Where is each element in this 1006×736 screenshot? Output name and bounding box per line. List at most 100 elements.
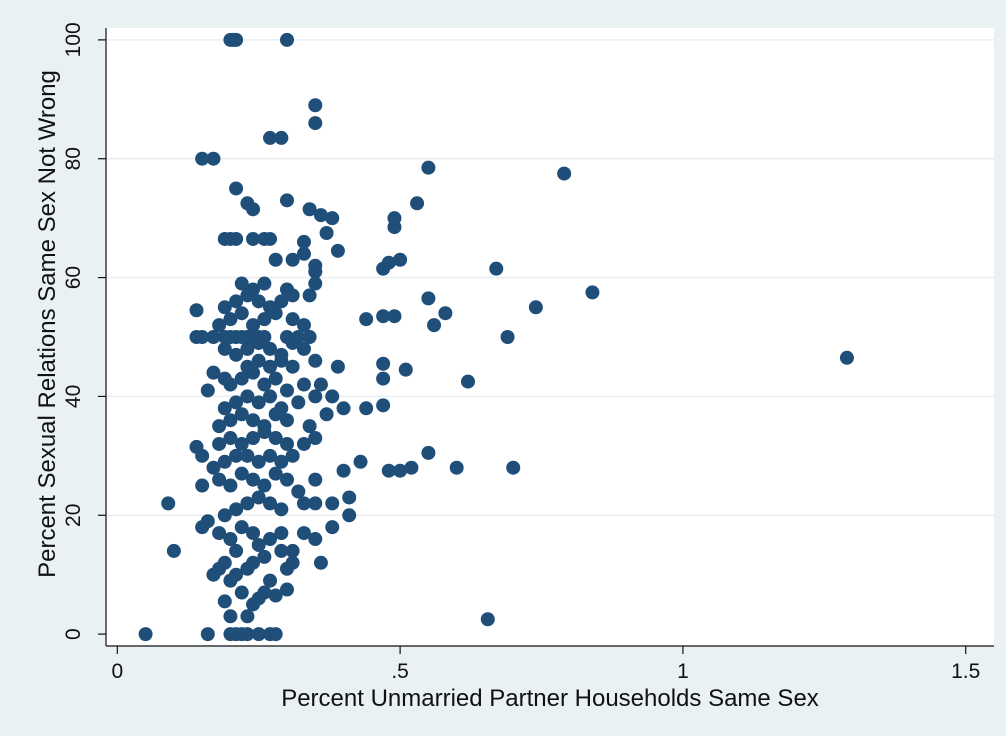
data-point (279, 413, 294, 428)
data-point (229, 502, 244, 517)
data-point (234, 466, 249, 481)
data-point (421, 291, 436, 306)
data-point (268, 371, 283, 386)
data-point (302, 202, 317, 217)
data-point (313, 555, 328, 570)
data-point (274, 526, 289, 541)
data-point (393, 463, 408, 478)
data-point (263, 532, 278, 547)
data-point (308, 276, 323, 291)
data-point (302, 288, 317, 303)
data-point (223, 312, 238, 327)
data-point (279, 193, 294, 208)
data-point (427, 318, 442, 333)
data-point (200, 383, 215, 398)
data-point (257, 419, 272, 434)
data-point (223, 532, 238, 547)
data-point (404, 460, 419, 475)
y-tick-label: 20 (62, 504, 85, 527)
data-point (206, 365, 221, 380)
data-point (234, 407, 249, 422)
x-tick-label: .5 (391, 660, 409, 683)
data-point (234, 371, 249, 386)
data-point (240, 627, 255, 642)
y-tick-label: 80 (62, 147, 85, 170)
data-point (296, 341, 311, 356)
data-point (195, 151, 210, 166)
data-point (285, 543, 300, 558)
data-point (234, 306, 249, 321)
data-point (330, 359, 345, 374)
data-point (263, 496, 278, 511)
data-point (229, 181, 244, 196)
data-point (263, 389, 278, 404)
data-point (206, 460, 221, 475)
data-point (285, 555, 300, 570)
data-point (251, 490, 266, 505)
data-point (246, 202, 261, 217)
data-point (246, 231, 261, 246)
data-point (296, 234, 311, 249)
data-point (195, 478, 210, 493)
data-point (217, 508, 232, 523)
data-point (279, 32, 294, 47)
data-point (251, 537, 266, 552)
data-point (229, 395, 244, 410)
data-point (279, 582, 294, 597)
data-point (410, 196, 425, 211)
data-point (291, 484, 306, 499)
data-point (200, 627, 215, 642)
data-point (557, 166, 572, 181)
data-point (161, 496, 176, 511)
data-point (325, 520, 340, 535)
data-point (330, 243, 345, 258)
data-point (251, 353, 266, 368)
data-point (839, 350, 854, 365)
data-point (268, 431, 283, 446)
data-point (206, 151, 221, 166)
data-point (263, 359, 278, 374)
data-point (138, 627, 153, 642)
axes (105, 28, 994, 647)
data-point (376, 398, 391, 413)
data-point (189, 303, 204, 318)
data-point (313, 208, 328, 223)
data-point (217, 401, 232, 416)
data-point (240, 341, 255, 356)
data-point (308, 116, 323, 131)
data-point (240, 496, 255, 511)
data-point (296, 526, 311, 541)
data-point (229, 543, 244, 558)
data-point (438, 306, 453, 321)
data-point (212, 526, 227, 541)
data-point (274, 294, 289, 309)
gridlines (106, 39, 994, 517)
data-point (279, 330, 294, 344)
data-point (234, 520, 249, 535)
data-point (308, 472, 323, 487)
y-tick-label: 0 (62, 628, 85, 640)
data-point (489, 261, 504, 276)
data-point (387, 309, 402, 324)
data-point (325, 211, 340, 226)
data-point (206, 330, 221, 344)
x-axis-title: Percent Unmarried Partner Households Sam… (281, 685, 819, 712)
data-point (421, 445, 436, 460)
data-point (296, 436, 311, 451)
data-point (257, 549, 272, 564)
x-tick-label: 1 (677, 660, 689, 683)
data-point (308, 389, 323, 404)
data-point (308, 98, 323, 113)
data-point (308, 431, 323, 446)
data-point (274, 543, 289, 558)
data-point (263, 300, 278, 315)
data-point (263, 231, 278, 246)
data-point (229, 347, 244, 362)
data-point (257, 585, 272, 600)
data-point (223, 609, 238, 624)
data-point (291, 395, 306, 410)
data-point (336, 401, 351, 416)
y-tick-label: 60 (62, 266, 85, 289)
data-point (268, 466, 283, 481)
